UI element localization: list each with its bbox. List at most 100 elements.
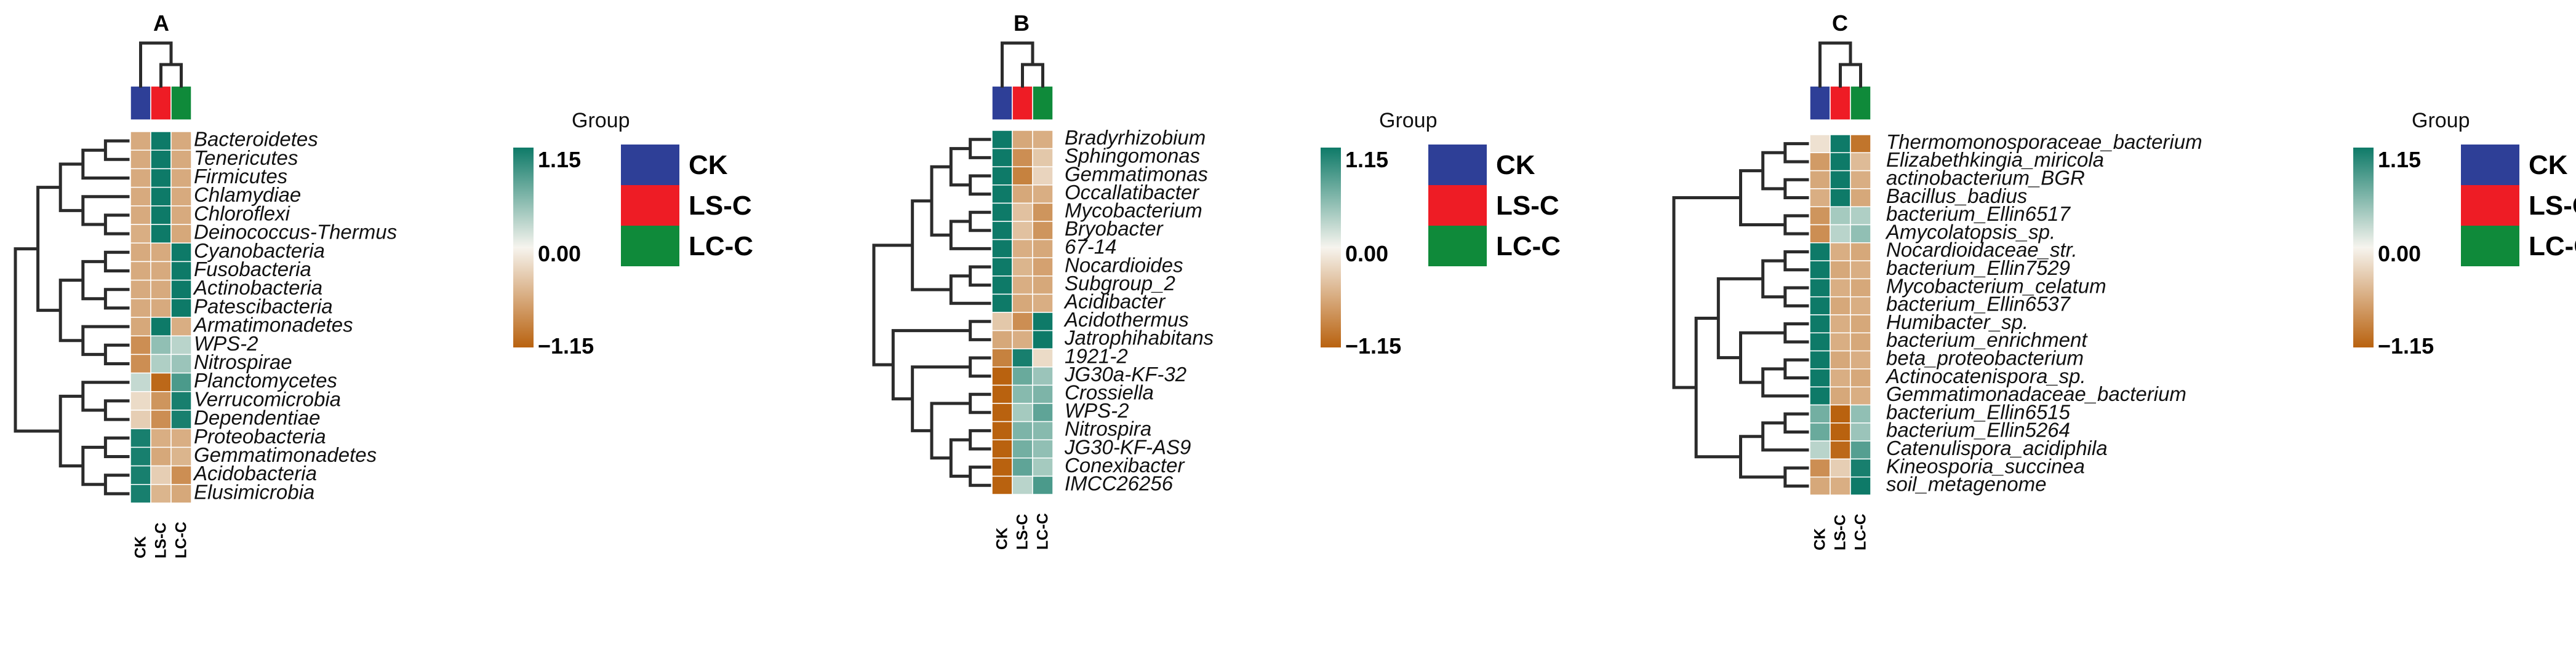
- heatmap-cell: [170, 372, 192, 392]
- heatmap-cell: [1809, 350, 1831, 370]
- row-label: 1921-2: [1065, 344, 1128, 367]
- heatmap-cell: [1032, 330, 1054, 349]
- heatmap-cell: [1850, 134, 1871, 154]
- heatmap-cell: [1809, 206, 1831, 226]
- column-label: LC-C: [1852, 513, 1870, 550]
- legend-title: Group: [1379, 109, 1438, 132]
- heatmap-cell: [150, 428, 172, 448]
- heatmap-cell: [170, 317, 192, 336]
- row-label: Gemmatimonas: [1065, 162, 1208, 185]
- group-bar-ls-c: [150, 85, 172, 121]
- heatmap-cell: [1809, 368, 1831, 387]
- legend-swatch-ck: [2461, 145, 2519, 185]
- heatmap-cell: [1012, 403, 1033, 422]
- row-label: Nocardioidaceae_str.: [1886, 239, 2078, 261]
- color-scale-label: 0.00: [1345, 241, 1388, 266]
- group-bar-ls-c: [1830, 85, 1851, 121]
- legend-group-label: CK: [2529, 150, 2568, 180]
- heatmap-cell: [1809, 134, 1831, 154]
- heatmap-cell: [991, 130, 1013, 149]
- heatmap-panel-b: B BradyrhizobiumSphingomonasGemmatimonasO…: [872, 10, 1561, 550]
- row-label: Chlamydiae: [194, 183, 301, 206]
- row-label: Humibacter_sp.: [1886, 311, 2028, 333]
- legend-group-label: CK: [689, 150, 728, 180]
- heatmap-cell: [1809, 332, 1831, 352]
- row-label: Deinococcus-Thermus: [194, 221, 397, 244]
- heatmap-cell: [170, 484, 192, 504]
- heatmap-cell: [1830, 476, 1851, 496]
- heatmap-cell: [130, 242, 151, 263]
- heatmap-cell: [150, 354, 172, 374]
- heatmap-cell: [170, 298, 192, 318]
- heatmap-cell: [130, 484, 151, 504]
- legend-group-label: LS-C: [1496, 191, 1559, 221]
- heatmap-cell: [1850, 260, 1871, 280]
- row-label: Actinobacteria: [193, 276, 322, 299]
- heatmap-cell: [1032, 239, 1054, 258]
- heatmap-cell: [1809, 314, 1831, 334]
- heatmap-cell: [130, 205, 151, 225]
- heatmap-cell: [130, 335, 151, 355]
- heatmap-cell: [170, 131, 192, 151]
- column-dendrogram: [1818, 41, 1862, 88]
- row-label: Elizabethkingia_miricola: [1886, 148, 2104, 171]
- row-label: bacterium_Ellin7529: [1886, 256, 2070, 279]
- heatmap-cell: [1850, 206, 1871, 226]
- row-label: Nitrospira: [1065, 418, 1151, 440]
- heatmap-cell: [130, 261, 151, 281]
- row-label: bacterium_Ellin5264: [1886, 419, 2070, 442]
- heatmap-cell: [1012, 275, 1033, 295]
- heatmap-cell: [1032, 130, 1054, 149]
- row-label: Fusobacteria: [194, 258, 311, 280]
- color-scale-label: 1.15: [2378, 147, 2421, 172]
- row-label: Mycobacterium: [1065, 199, 1202, 221]
- heatmap-cell: [1809, 224, 1831, 244]
- row-label: Gemmatimonadaceae_bacterium: [1886, 383, 2186, 405]
- heatmap-cell: [991, 257, 1013, 277]
- row-label: Crossiella: [1065, 381, 1154, 403]
- color-scale-bar: [1321, 148, 1341, 347]
- heatmap-cell: [130, 298, 151, 318]
- legend-group-label: LC-C: [689, 231, 753, 261]
- heatmap-cell: [170, 354, 192, 374]
- color-scale-label: 0.00: [2378, 241, 2421, 266]
- heatmap-cell: [1850, 350, 1871, 370]
- legend-swatch-ls-c: [2461, 185, 2519, 226]
- legend-title: Group: [2412, 109, 2470, 132]
- row-label: Elusimicrobia: [194, 480, 314, 503]
- legend-swatch-lc-c: [2461, 226, 2519, 266]
- group-bar-lc-c: [170, 85, 192, 121]
- group-bar-lc-c: [1032, 85, 1054, 121]
- heatmap-cell: [1012, 130, 1033, 149]
- legend: Group 1.15 0.00 −1.15 CK LS-C LC-C: [1321, 109, 1561, 359]
- row-label: bacterium_Ellin6515: [1886, 400, 2071, 423]
- row-label: Conexibacter: [1065, 454, 1185, 477]
- row-label: Acidobacteria: [193, 462, 317, 485]
- heatmap-cell: [1850, 170, 1871, 189]
- heatmap-cell: [1809, 152, 1831, 172]
- column-label: CK: [132, 536, 150, 558]
- heatmap-cell: [130, 279, 151, 299]
- row-label: 67-14: [1065, 236, 1116, 258]
- row-label: Proteobacteria: [194, 425, 326, 448]
- row-label: Planctomycetes: [194, 369, 337, 392]
- legend-group-label: LS-C: [689, 191, 752, 221]
- heatmap-cell: [991, 275, 1013, 295]
- row-label: Jatrophihabitans: [1064, 327, 1214, 349]
- legend-group-label: LC-C: [1496, 231, 1561, 261]
- heatmap-cell: [1809, 476, 1831, 496]
- heatmap-cell: [170, 261, 192, 281]
- heatmap-cell: [991, 166, 1013, 186]
- row-label: Nocardioides: [1065, 253, 1183, 276]
- panel-title: B: [1014, 10, 1030, 36]
- heatmap-cell: [150, 484, 172, 504]
- color-scale-label: 0.00: [538, 241, 581, 266]
- color-scale-bar: [2353, 148, 2374, 347]
- heatmap-cell: [150, 224, 172, 244]
- heatmap-cell: [1012, 384, 1033, 404]
- heatmap-cell: [1012, 184, 1033, 204]
- heatmap-cell: [150, 372, 172, 392]
- heatmap-cell: [991, 312, 1013, 331]
- row-label: Bryobacter: [1065, 217, 1164, 240]
- heatmap-cell: [991, 384, 1013, 404]
